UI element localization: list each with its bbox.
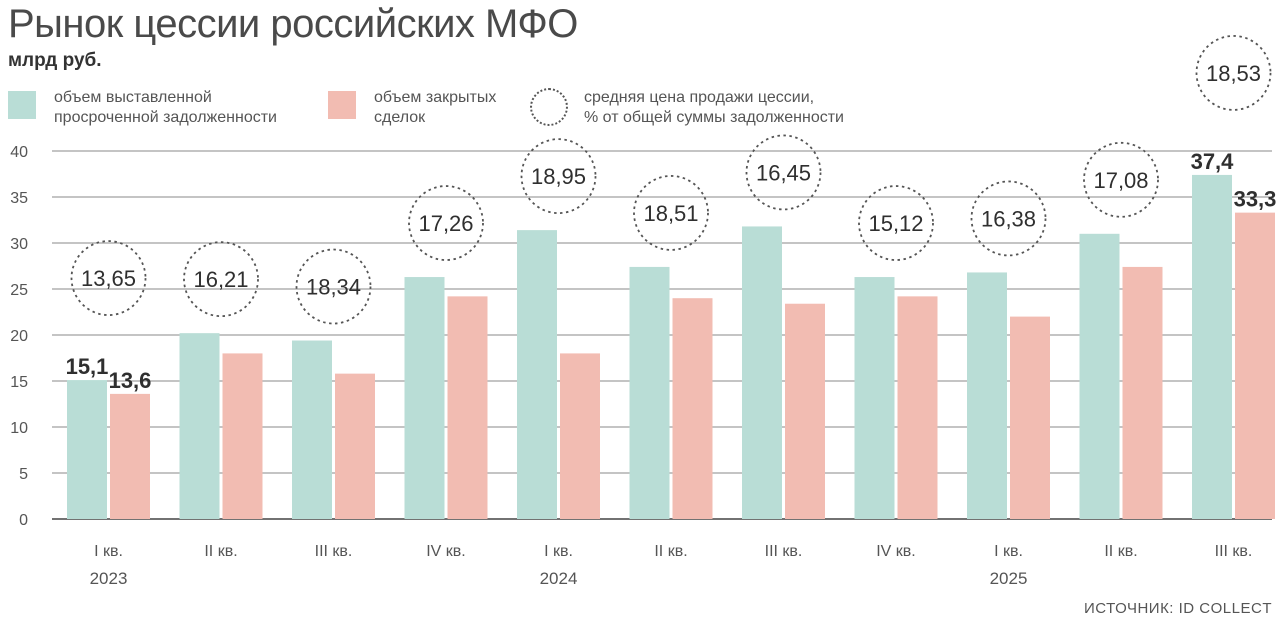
price-circle — [633, 175, 709, 251]
year-label: 2025 — [990, 569, 1028, 588]
bar-closed-deals — [1235, 212, 1275, 519]
x-tick-label: III кв. — [1215, 543, 1253, 560]
bar-closed-deals — [1122, 266, 1163, 519]
bar-overdue-debt — [742, 226, 782, 519]
price-circle — [858, 185, 934, 261]
bar-overdue-debt — [517, 230, 557, 519]
price-label: 15,12 — [868, 211, 923, 236]
bar-closed-deals — [447, 296, 488, 519]
bar-overdue-debt — [179, 333, 220, 519]
bar-closed-deals — [335, 373, 375, 519]
legend-item-closed-deals: объем закрытых сделок — [328, 88, 496, 128]
source-note: ИСТОЧНИК: ID COLLECT — [1084, 600, 1272, 617]
price-label: 16,45 — [756, 160, 811, 185]
year-label: 2024 — [540, 569, 578, 588]
x-tick-label: I кв. — [544, 543, 573, 560]
year-label: 2023 — [90, 569, 128, 588]
price-circle — [970, 180, 1047, 257]
bar-overdue-debt — [629, 266, 670, 519]
bar-overdue-debt — [854, 277, 895, 519]
price-circle — [745, 134, 822, 211]
price-label: 18,53 — [1206, 61, 1261, 86]
y-tick-label: 10 — [10, 420, 28, 437]
dotted-circle-icon — [530, 88, 568, 126]
bar-overdue-debt — [967, 272, 1007, 519]
x-tick-label: III кв. — [765, 543, 803, 560]
data-label: 37,4 — [1191, 149, 1235, 174]
y-tick-label: 5 — [19, 466, 28, 483]
price-label: 16,38 — [981, 206, 1036, 231]
chart-title: Рынок цессии российских МФО — [8, 2, 578, 46]
y-tick-label: 15 — [10, 374, 28, 391]
x-tick-label: II кв. — [654, 543, 687, 560]
x-tick-label: I кв. — [994, 543, 1023, 560]
x-tick-label: I кв. — [94, 543, 123, 560]
price-circle — [408, 185, 484, 261]
legend-item-avg-price: средняя цена продажи цессии, % от общей … — [530, 88, 844, 128]
y-tick-label: 40 — [10, 144, 28, 161]
bar-closed-deals — [222, 353, 263, 519]
legend-label-avg-price: средняя цена продажи цессии, % от общей … — [584, 89, 844, 126]
y-tick-label: 35 — [10, 190, 28, 207]
price-circle — [1083, 141, 1159, 218]
price-label: 18,95 — [531, 164, 586, 189]
x-tick-label: IV кв. — [426, 543, 466, 560]
price-circle — [70, 240, 147, 316]
price-label: 17,08 — [1093, 168, 1148, 193]
x-tick-label: III кв. — [315, 543, 353, 560]
legend-swatch-pink — [328, 91, 356, 119]
data-label: 13,6 — [109, 368, 152, 393]
legend-swatch-teal — [8, 91, 36, 119]
data-label: 15,1 — [66, 354, 109, 379]
x-tick-label: II кв. — [204, 543, 237, 560]
price-label: 18,51 — [643, 201, 698, 226]
bar-closed-deals — [1010, 316, 1050, 519]
price-label: 16,21 — [193, 267, 248, 292]
y-tick-label: 0 — [19, 512, 28, 529]
x-tick-label: II кв. — [1104, 543, 1137, 560]
legend-label-closed-deals: объем закрытых сделок — [374, 89, 497, 126]
bar-overdue-debt — [292, 340, 332, 519]
y-tick-label: 30 — [10, 236, 28, 253]
bar-overdue-debt — [1079, 233, 1120, 520]
bar-closed-deals — [110, 393, 150, 519]
y-tick-label: 20 — [10, 328, 28, 345]
x-tick-label: IV кв. — [876, 543, 916, 560]
legend-item-overdue-debt: объем выставленной просроченной задолжен… — [8, 88, 277, 128]
price-label: 13,65 — [81, 266, 136, 291]
price-circle — [520, 138, 597, 215]
chart-unit-label: млрд руб. — [8, 50, 102, 71]
y-tick-label: 25 — [10, 282, 28, 299]
price-label: 18,34 — [306, 275, 361, 300]
bar-closed-deals — [560, 353, 600, 519]
price-circle — [1195, 35, 1272, 111]
bar-closed-deals — [785, 303, 825, 519]
data-label: 33,3 — [1234, 187, 1277, 212]
price-label: 17,26 — [418, 211, 473, 236]
bar-overdue-debt — [1192, 174, 1232, 520]
price-circle — [183, 241, 259, 318]
bar-closed-deals — [672, 298, 713, 519]
bar-closed-deals — [897, 296, 938, 519]
bar-overdue-debt — [404, 277, 445, 519]
bar-overdue-debt — [67, 380, 107, 519]
price-circle — [295, 248, 372, 325]
legend-label-overdue-debt: объем выставленной просроченной задолжен… — [54, 89, 277, 126]
